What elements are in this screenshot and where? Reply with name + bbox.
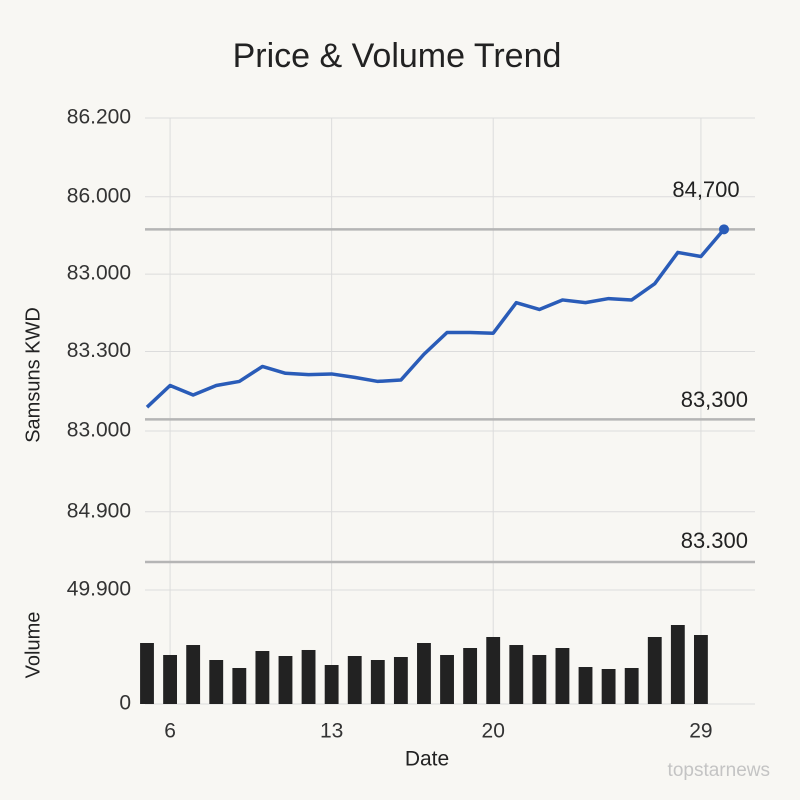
- watermark: topstarnews: [668, 760, 770, 781]
- y2-axis-label: Volume: [22, 612, 44, 679]
- volume-bar: [647, 636, 662, 704]
- annotation: 83,300: [681, 387, 748, 412]
- x-tick-label: 6: [164, 720, 176, 743]
- volume-bar: [532, 654, 547, 704]
- volume-bar: [693, 635, 708, 704]
- volume-bar: [601, 669, 616, 704]
- x-tick-label: 13: [320, 720, 343, 743]
- volume-bar: [140, 643, 154, 704]
- volume-bar: [463, 648, 478, 704]
- volume-bar: [393, 657, 408, 704]
- annotation: 83.300: [681, 528, 748, 553]
- y-tick-label: 83.300: [67, 339, 131, 362]
- volume-bar: [624, 667, 639, 704]
- chart-title: Price & Volume Trend: [233, 37, 562, 75]
- y-axis-label: Samsuns KWD: [22, 307, 44, 443]
- y2-tick-label: 0: [119, 692, 131, 715]
- volume-bar: [370, 659, 385, 704]
- volume-bar: [278, 656, 293, 704]
- volume-bar: [232, 667, 247, 704]
- volume-bar: [670, 624, 685, 704]
- volume-bar: [417, 643, 431, 704]
- volume-bar: [255, 650, 270, 704]
- x-axis-label: Date: [405, 748, 449, 771]
- volume-bar: [186, 645, 201, 704]
- volume-bar: [324, 665, 339, 704]
- y-tick-label: 86.200: [67, 106, 131, 129]
- volume-bar: [578, 667, 593, 704]
- volume-bar: [555, 648, 570, 704]
- x-tick-label: 29: [689, 720, 712, 743]
- volume-bar: [440, 654, 454, 704]
- volume-bar: [163, 654, 178, 704]
- y-tick-label: 83.000: [67, 419, 131, 442]
- y-tick-label: 84.900: [67, 499, 131, 522]
- x-tick-label: 20: [482, 720, 505, 743]
- annotation: 84,700: [672, 177, 739, 202]
- volume-bar: [301, 649, 316, 704]
- end-marker: [719, 224, 729, 235]
- y-tick-label: 83.000: [67, 262, 131, 285]
- y2-tick-label: 49.900: [67, 578, 131, 601]
- volume-bar: [347, 656, 362, 704]
- volume-bar: [209, 659, 224, 704]
- volume-bar: [509, 645, 524, 704]
- price-line: [145, 228, 726, 409]
- y-tick-label: 86.000: [67, 184, 131, 207]
- volume-bar: [486, 636, 501, 704]
